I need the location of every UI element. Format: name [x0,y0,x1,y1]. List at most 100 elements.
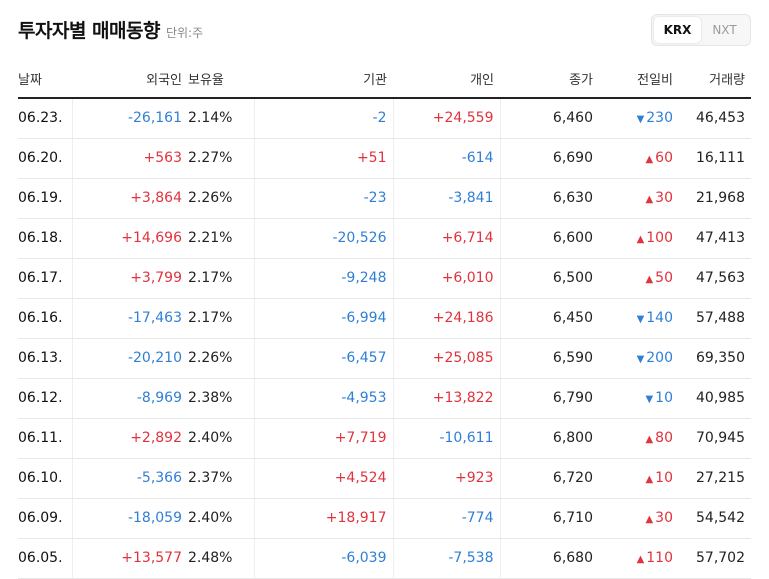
cell-institution: -6,039 [254,538,394,579]
cell-individual: +24,559 [393,98,501,139]
cell-close: 6,630 [500,178,599,219]
cell-change: ▲ 80 [599,418,679,459]
cell-volume: 47,413 [679,218,751,259]
table-row: 06.23. -26,161 2.14% -2 +24,559 6,460 ▼ 230 46,4… [18,98,751,139]
change-value: 30 [655,510,673,526]
table-row: 06.18. +14,696 2.21% -20,526 +6,714 6,600 ▲ 100… [18,218,751,259]
cell-change: ▲ 100 [599,218,679,259]
cell-date: 06.09. [18,498,73,539]
col-header-individual: 개인 [393,60,500,99]
cell-change: ▲ 30 [599,498,679,539]
triangle-down-icon: ▼ [636,314,645,325]
cell-holding-rate: 2.48% [188,538,255,579]
change-value: 100 [646,230,673,246]
cell-individual: -774 [393,498,501,539]
widget-header: 투자자별 매매동향 단위:주 [18,16,203,46]
table-row: 06.05. +13,577 2.48% -6,039 -7,538 6,680 ▲ 110 5… [18,538,751,579]
table-body: 06.23. -26,161 2.14% -2 +24,559 6,460 ▼ 230 46,4… [18,98,751,579]
cell-individual: +923 [393,458,501,499]
cell-volume: 57,488 [679,298,751,339]
cell-individual: +25,085 [393,338,501,379]
cell-holding-rate: 2.26% [188,338,255,379]
cell-foreign: +563 [72,138,188,179]
cell-holding-rate: 2.37% [188,458,255,499]
cell-holding-rate: 2.14% [188,98,255,139]
cell-institution: +7,719 [254,418,394,459]
cell-individual: -7,538 [393,538,501,579]
cell-close: 6,600 [500,218,599,259]
cell-institution: +51 [254,138,394,179]
widget-title: 투자자별 매매동향 [18,20,160,42]
tab-nxt[interactable]: NXT [712,23,737,37]
cell-volume: 57,702 [679,538,751,579]
table-row: 06.20. +563 2.27% +51 -614 6,690 ▲ 60 16,111 [18,138,751,179]
cell-foreign: +2,892 [72,418,188,459]
cell-holding-rate: 2.38% [188,378,255,419]
cell-institution: -6,457 [254,338,394,379]
cell-date: 06.18. [18,218,73,259]
cell-date: 06.20. [18,138,73,179]
cell-foreign: -5,366 [72,458,188,499]
cell-holding-rate: 2.17% [188,258,255,299]
change-value: 30 [655,190,673,206]
table-row: 06.13. -20,210 2.26% -6,457 +25,085 6,590 ▼ 200… [18,338,751,379]
table-row: 06.17. +3,799 2.17% -9,248 +6,010 6,500 ▲ 50 47,… [18,258,751,299]
cell-individual: +6,010 [393,258,501,299]
triangle-down-icon: ▼ [636,114,645,126]
change-value: 200 [646,350,673,366]
cell-foreign: -18,059 [72,498,188,539]
cell-date: 06.13. [18,338,73,379]
triangle-up-icon: ▲ [645,514,654,525]
cell-volume: 47,563 [679,258,751,299]
cell-close: 6,690 [500,138,599,179]
cell-date: 06.23. [18,98,73,139]
cell-volume: 27,215 [679,458,751,499]
cell-institution: +18,917 [254,498,394,539]
triangle-up-icon: ▲ [645,474,654,485]
cell-individual: +6,714 [393,218,501,259]
investor-table: 날짜 외국인 보유율 기관 개인 종가 전일비 거래량 06.23. -26,16… [18,60,751,579]
cell-volume: 16,111 [679,138,751,179]
cell-date: 06.12. [18,378,73,419]
cell-change: ▲ 60 [599,138,679,179]
cell-date: 06.05. [18,538,73,579]
col-header-change: 전일비 [599,60,679,99]
cell-volume: 21,968 [679,178,751,219]
cell-volume: 70,945 [679,418,751,459]
tab-krx[interactable]: KRX [654,17,701,43]
cell-change: ▲ 10 [599,458,679,499]
col-header-institution: 기관 [254,60,393,99]
table-row: 06.12. -8,969 2.38% -4,953 +13,822 6,790 ▼ 10 40… [18,378,751,419]
change-value: 60 [655,150,673,166]
table-row: 06.16. -17,463 2.17% -6,994 +24,186 6,450 ▼ 140… [18,298,751,339]
triangle-up-icon: ▲ [645,434,654,445]
cell-holding-rate: 2.21% [188,218,255,259]
cell-foreign: +14,696 [72,218,188,259]
cell-change: ▼ 140 [599,298,679,339]
cell-date: 06.19. [18,178,73,219]
cell-institution: -4,953 [254,378,394,419]
change-value: 230 [646,110,673,127]
cell-close: 6,680 [500,538,599,579]
change-value: 140 [646,310,673,326]
triangle-up-icon: ▲ [636,234,645,245]
table-row: 06.10. -5,366 2.37% +4,524 +923 6,720 ▲ 10 27,21… [18,458,751,499]
cell-foreign: +3,864 [72,178,188,219]
cell-institution: +4,524 [254,458,394,499]
cell-close: 6,720 [500,458,599,499]
cell-institution: -9,248 [254,258,394,299]
cell-volume: 40,985 [679,378,751,419]
cell-foreign: -26,161 [72,98,188,139]
cell-close: 6,500 [500,258,599,299]
triangle-down-icon: ▼ [636,354,645,365]
change-value: 10 [655,470,673,486]
cell-volume: 54,542 [679,498,751,539]
col-header-close: 종가 [500,60,599,99]
cell-holding-rate: 2.17% [188,298,255,339]
cell-change: ▼ 10 [599,378,679,419]
table-header-row: 날짜 외국인 보유율 기관 개인 종가 전일비 거래량 [18,60,751,99]
cell-individual: -3,841 [393,178,501,219]
cell-holding-rate: 2.27% [188,138,255,179]
triangle-up-icon: ▲ [645,154,654,165]
cell-close: 6,460 [500,98,599,139]
